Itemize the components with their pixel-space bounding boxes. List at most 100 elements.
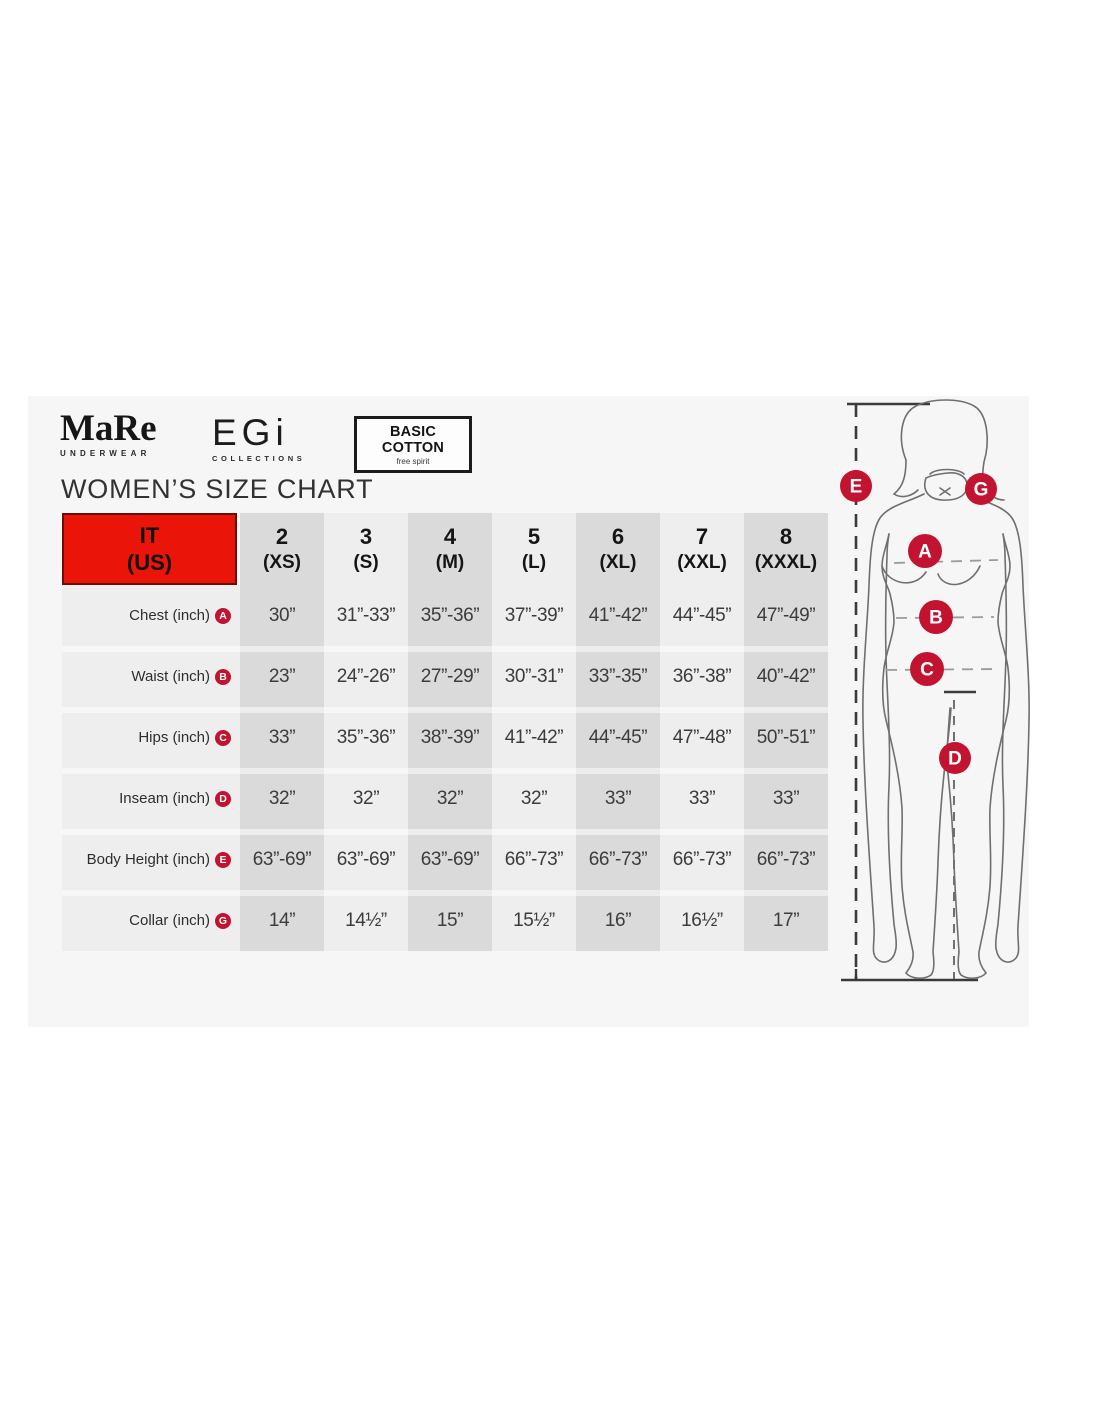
column-header-size-number: 8 — [779, 524, 793, 550]
table-row: Chest (inch) A 30” 31”-33” 35”-36” 37”-39” 41”… — [62, 585, 828, 646]
row-label-text: Inseam (inch) — [119, 790, 210, 807]
value-cell: 33” — [772, 787, 800, 809]
value-cell: 31”-33” — [336, 604, 396, 626]
column-header-size-number: 5 — [527, 524, 541, 550]
value-cell: 24”-26” — [336, 665, 396, 687]
row-label-text: Chest (inch) — [129, 607, 210, 624]
table-row: Collar (inch) G 14” 14½” 15” 15½” 16” 16½” 17” — [62, 890, 828, 951]
mare-logo-name: MaRe — [60, 408, 157, 449]
table-header-row: IT (US) 2 (XS) 3 (S) 4 (M) 5 (L) 6 (XL) 7 (XXL) 8 (XX… — [62, 513, 828, 585]
value-cell: 27”-29” — [420, 665, 480, 687]
column-header-size-number: 6 — [611, 524, 625, 550]
row-label-text: Body Height (inch) — [86, 851, 210, 868]
column-header: 7 (XXL) — [660, 513, 744, 585]
figure-marker-D: D — [939, 742, 971, 774]
column-header-size-code: (L) — [521, 551, 547, 573]
column-header-size-code: (XXXL) — [754, 551, 818, 573]
value-cell: 36”-38” — [672, 665, 732, 687]
size-chart-panel: MaRe UNDERWEAR EGi COLLECTIONS BASIC COT… — [28, 396, 1030, 1027]
value-cell: 32” — [268, 787, 296, 809]
column-header-size-number: 7 — [695, 524, 709, 550]
basic-cotton-logo-subtitle: free spirit — [396, 457, 430, 466]
value-cell: 66”-73” — [588, 848, 648, 870]
mare-logo-subtitle: UNDERWEAR — [60, 449, 151, 458]
marker-badge: E — [215, 851, 231, 868]
column-header-size-code: (S) — [353, 551, 379, 573]
corner-line1: IT — [139, 522, 160, 548]
row-label-text: Hips (inch) — [138, 729, 210, 746]
row-label: Chest (inch) A — [62, 585, 240, 646]
value-cell: 66”-73” — [756, 848, 816, 870]
value-cell: 63”-69” — [336, 848, 396, 870]
value-cell: 66”-73” — [504, 848, 564, 870]
value-cell: 33” — [268, 726, 296, 748]
value-cell: 32” — [352, 787, 380, 809]
value-cell: 44”-45” — [672, 604, 732, 626]
figure-markers: E G A B C D — [840, 470, 997, 774]
figure-marker-E: E — [840, 470, 872, 502]
svg-text:B: B — [929, 608, 943, 629]
column-header: 6 (XL) — [576, 513, 660, 585]
value-cell: 32” — [520, 787, 548, 809]
marker-badge: C — [215, 729, 231, 746]
value-cell: 15” — [436, 909, 464, 931]
value-cell: 63”-69” — [420, 848, 480, 870]
value-cell: 17” — [772, 909, 800, 931]
woman-outline — [862, 399, 1030, 979]
value-cell: 16” — [604, 909, 632, 931]
value-cell: 23” — [268, 665, 296, 687]
table-corner-cell: IT (US) — [62, 513, 237, 585]
value-cell: 15½” — [513, 909, 555, 931]
egi-logo: EGi COLLECTIONS — [212, 414, 322, 463]
size-table: IT (US) 2 (XS) 3 (S) 4 (M) 5 (L) 6 (XL) 7 (XXL) 8 (XX… — [62, 513, 828, 951]
value-cell: 63”-69” — [252, 848, 312, 870]
page-title: WOMEN’S SIZE CHART — [61, 474, 374, 504]
value-cell: 50”-51” — [756, 726, 816, 748]
value-cell: 40”-42” — [756, 665, 816, 687]
marker-badge: A — [215, 607, 231, 624]
row-label: Hips (inch) C — [62, 707, 240, 768]
body-measurement-figure: E G A B C D — [836, 396, 1036, 1008]
corner-line2: (US) — [126, 550, 173, 575]
figure-marker-C: C — [910, 652, 944, 686]
column-header-size-code: (XS) — [263, 551, 301, 573]
value-cell: 32” — [436, 787, 464, 809]
figure-marker-B: B — [919, 600, 953, 634]
value-cell: 47”-49” — [756, 604, 816, 626]
column-header-size-code: (XXL) — [677, 551, 727, 573]
figure-svg: E G A B C D — [840, 399, 1030, 982]
value-cell: 33”-35” — [588, 665, 648, 687]
column-header: 3 (S) — [324, 513, 408, 585]
value-cell: 35”-36” — [420, 604, 480, 626]
value-cell: 38”-39” — [420, 726, 480, 748]
svg-text:A: A — [918, 542, 932, 563]
column-header-size-number: 2 — [275, 524, 289, 550]
value-cell: 33” — [688, 787, 716, 809]
marker-badge: G — [215, 912, 231, 929]
basic-cotton-logo-name: BASIC COTTON — [381, 424, 445, 456]
figure-marker-G: G — [965, 473, 997, 505]
svg-text:C: C — [920, 660, 934, 681]
value-cell: 41”-42” — [504, 726, 564, 748]
value-cell: 30”-31” — [504, 665, 564, 687]
value-cell: 30” — [268, 604, 296, 626]
column-header: 5 (L) — [492, 513, 576, 585]
waist-line — [895, 616, 995, 619]
marker-badge: B — [215, 668, 231, 685]
basic-cotton-logo: BASIC COTTON free spirit — [354, 416, 472, 473]
value-cell: 14” — [268, 909, 296, 931]
column-header-size-number: 3 — [359, 524, 373, 550]
value-cell: 66”-73” — [672, 848, 732, 870]
row-label-text: Collar (inch) — [129, 912, 210, 929]
column-header-size-code: (XL) — [599, 551, 637, 573]
row-label: Inseam (inch) D — [62, 768, 240, 829]
row-label: Waist (inch) B — [62, 646, 240, 707]
table-rows: Chest (inch) A 30” 31”-33” 35”-36” 37”-39” 41”… — [62, 585, 828, 951]
table-row: Waist (inch) B 23” 24”-26” 27”-29” 30”-31” 33”… — [62, 646, 828, 707]
value-cell: 37”-39” — [504, 604, 564, 626]
value-cell: 33” — [604, 787, 632, 809]
egi-logo-name: EGi — [212, 412, 289, 453]
svg-text:E: E — [850, 477, 863, 498]
column-header: 2 (XS) — [240, 513, 324, 585]
